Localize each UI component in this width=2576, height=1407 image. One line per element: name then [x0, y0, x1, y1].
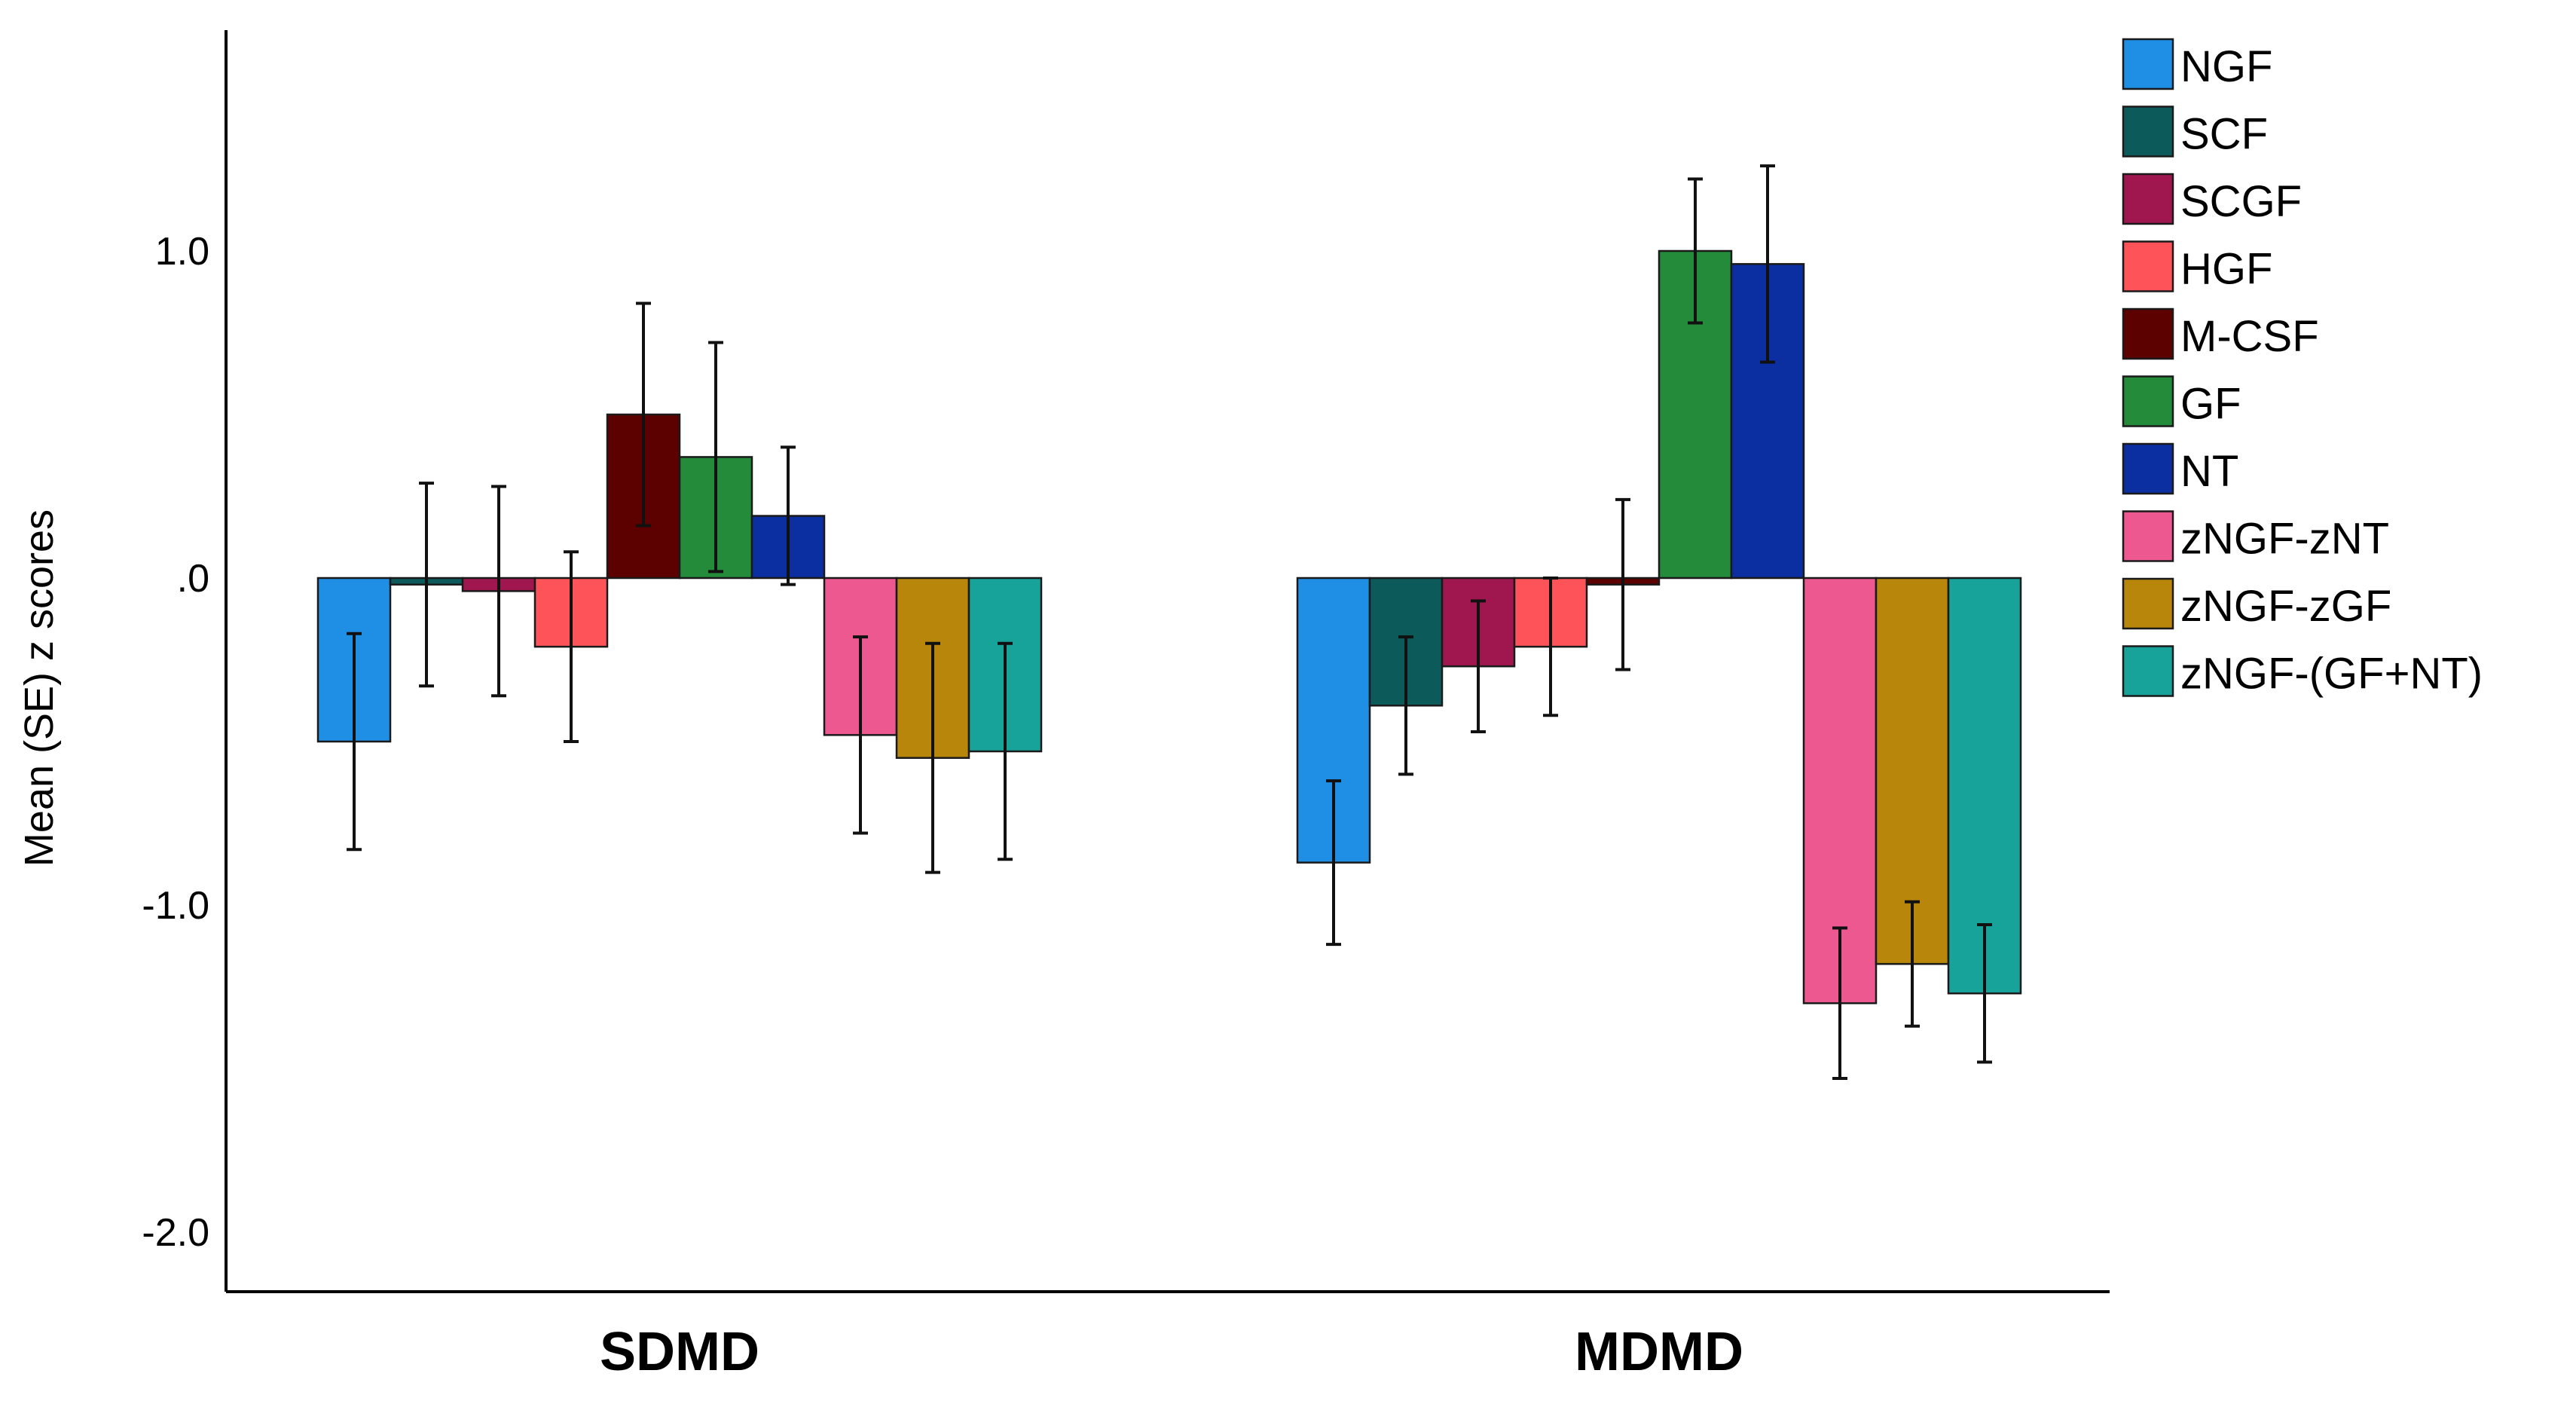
- y-tick-label: -1.0: [142, 884, 209, 928]
- bars-layer: [316, 249, 2022, 1005]
- legend-item: SCF: [2122, 106, 2268, 159]
- y-tick-label: 1.0: [155, 230, 209, 274]
- error-bar: [998, 641, 1013, 861]
- error-bar: [853, 635, 868, 835]
- error-bars-layer: [347, 164, 1992, 1081]
- error-bar: [1398, 635, 1413, 776]
- error-bar: [1832, 926, 1847, 1081]
- legend-swatch: [2122, 645, 2174, 697]
- legend-label: HGF: [2180, 245, 2272, 294]
- legend-swatch: [2122, 173, 2174, 225]
- legend-label: SCF: [2180, 110, 2268, 159]
- error-bar: [1471, 599, 1486, 733]
- legend-item: GF: [2122, 375, 2241, 429]
- y-tick-label: .0: [177, 557, 209, 601]
- error-bar: [1615, 497, 1630, 671]
- legend-label: zNGF-zGF: [2180, 582, 2391, 631]
- legend-swatch: [2122, 510, 2174, 562]
- error-bar: [347, 632, 362, 852]
- legend-swatch: [2122, 38, 2174, 90]
- error-bar: [1688, 177, 1703, 325]
- legend-label: zNGF-zNT: [2180, 515, 2389, 564]
- error-bar: [1543, 577, 1558, 717]
- plot-area: 1.0 .0 -1.0 -2.0 SDMD MDMD Mean (SE) z score…: [17, 30, 2110, 1382]
- error-bar: [1977, 923, 1992, 1064]
- legend-label: M-CSF: [2180, 312, 2319, 361]
- legend: NGF SCF SCGF HGF M-CSF GF NT zNGF-zNT zNGF-zGF zN…: [2122, 38, 2483, 699]
- bar: [1875, 577, 1950, 965]
- legend-swatch: [2122, 577, 2174, 630]
- legend-swatch: [2122, 375, 2174, 427]
- legend-label: SCGF: [2180, 177, 2302, 226]
- legend-item: zNGF-(GF+NT): [2122, 645, 2483, 699]
- error-bar: [1905, 900, 1920, 1028]
- error-bar: [491, 485, 506, 698]
- legend-item: M-CSF: [2122, 307, 2319, 361]
- legend-label: NGF: [2180, 42, 2272, 91]
- legend-item: zNGF-zGF: [2122, 577, 2391, 631]
- legend-item: NGF: [2122, 38, 2272, 91]
- legend-item: NT: [2122, 442, 2238, 496]
- error-bar: [781, 445, 796, 586]
- error-bar: [708, 341, 723, 574]
- y-axis-label: Mean (SE) z scores: [17, 509, 62, 867]
- error-bar: [564, 550, 579, 743]
- legend-label: NT: [2180, 447, 2238, 496]
- error-bar: [1760, 164, 1775, 364]
- error-bar: [925, 641, 940, 874]
- x-tick-label: SDMD: [600, 1322, 759, 1382]
- legend-swatch: [2122, 106, 2174, 158]
- legend-item: zNGF-zNT: [2122, 510, 2389, 564]
- legend-item: SCGF: [2122, 173, 2302, 226]
- x-tick-label: MDMD: [1575, 1322, 1743, 1382]
- error-bar: [636, 301, 651, 528]
- error-bar: [419, 482, 434, 688]
- x-tick-labels: SDMD MDMD: [600, 1322, 1743, 1382]
- legend-item: HGF: [2122, 240, 2272, 294]
- legend-label: zNGF-(GF+NT): [2180, 650, 2483, 699]
- legend-label: GF: [2180, 380, 2241, 429]
- legend-swatch: [2122, 240, 2174, 292]
- y-ticks: 1.0 .0 -1.0 -2.0: [142, 230, 209, 1255]
- y-tick-label: -2.0: [142, 1211, 209, 1255]
- legend-swatch: [2122, 307, 2174, 360]
- error-bar: [1326, 779, 1341, 947]
- legend-swatch: [2122, 442, 2174, 495]
